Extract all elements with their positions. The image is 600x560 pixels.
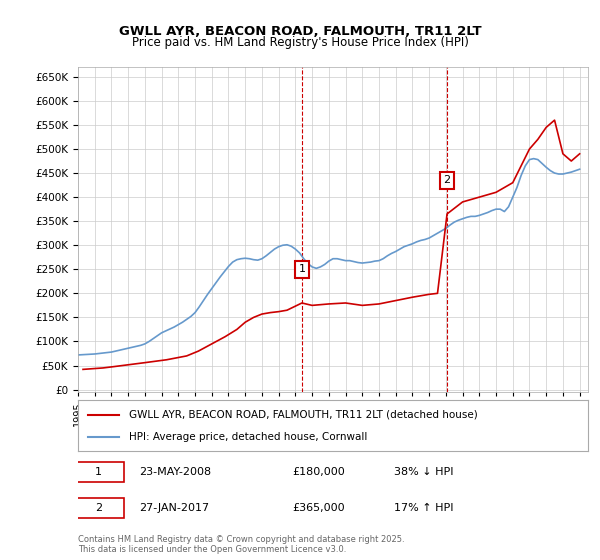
- Text: GWLL AYR, BEACON ROAD, FALMOUTH, TR11 2LT (detached house): GWLL AYR, BEACON ROAD, FALMOUTH, TR11 2L…: [129, 409, 478, 419]
- Text: Price paid vs. HM Land Registry's House Price Index (HPI): Price paid vs. HM Land Registry's House …: [131, 36, 469, 49]
- Text: 1: 1: [95, 467, 102, 477]
- Text: £365,000: £365,000: [292, 503, 345, 513]
- Text: 1: 1: [298, 264, 305, 274]
- Text: 27-JAN-2017: 27-JAN-2017: [139, 503, 209, 513]
- Text: HPI: Average price, detached house, Cornwall: HPI: Average price, detached house, Corn…: [129, 432, 367, 442]
- Text: 2: 2: [95, 503, 102, 513]
- Text: £180,000: £180,000: [292, 467, 345, 477]
- FancyBboxPatch shape: [73, 461, 124, 482]
- Text: 2: 2: [443, 175, 451, 185]
- Text: 23-MAY-2008: 23-MAY-2008: [139, 467, 211, 477]
- Text: GWLL AYR, BEACON ROAD, FALMOUTH, TR11 2LT: GWLL AYR, BEACON ROAD, FALMOUTH, TR11 2L…: [119, 25, 481, 38]
- Text: 17% ↑ HPI: 17% ↑ HPI: [394, 503, 454, 513]
- Text: 38% ↓ HPI: 38% ↓ HPI: [394, 467, 454, 477]
- Text: Contains HM Land Registry data © Crown copyright and database right 2025.
This d: Contains HM Land Registry data © Crown c…: [78, 535, 404, 554]
- FancyBboxPatch shape: [73, 498, 124, 519]
